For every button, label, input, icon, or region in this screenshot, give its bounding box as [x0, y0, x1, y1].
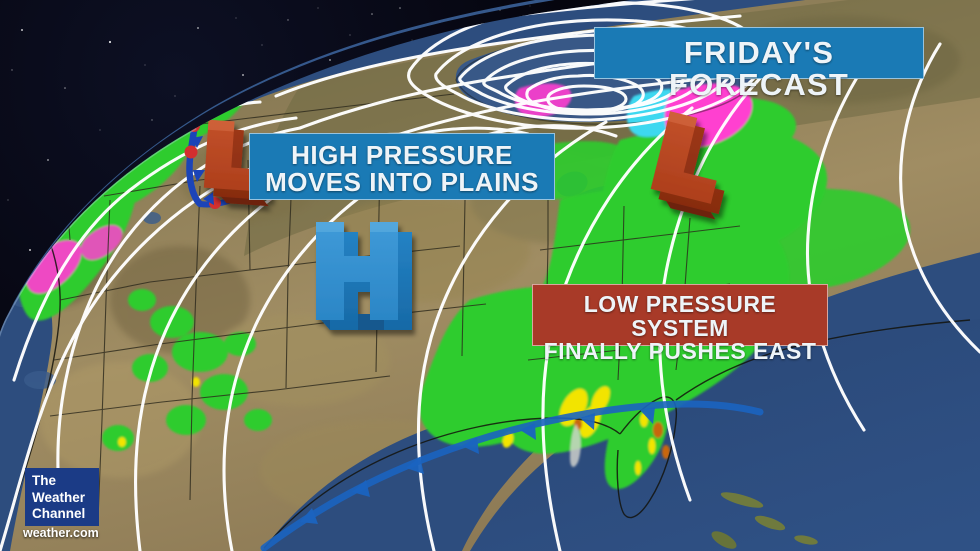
- logo-url: weather.com: [23, 526, 99, 540]
- high-pressure-line2: MOVES INTO PLAINS: [265, 166, 539, 197]
- caribbean-islands: [711, 492, 818, 549]
- logo-line-channel: Channel: [32, 506, 86, 522]
- low-pressure-symbol-east: [650, 111, 725, 220]
- the-weather-channel-logo[interactable]: The Weather Channel weather.com: [23, 468, 137, 542]
- logo-line-weather: Weather: [32, 489, 86, 505]
- friday-forecast-text: FRIDAY'S FORECAST: [668, 35, 850, 102]
- low-pressure-banner: LOW PRESSURE SYSTEM FINALLY PUSHES EAST: [532, 284, 828, 363]
- cold-front-gulf: [260, 400, 764, 551]
- low-pressure-line2: FINALLY PUSHES EAST: [543, 338, 817, 365]
- high-pressure-banner: HIGH PRESSURE MOVES INTO PLAINS: [249, 133, 555, 200]
- atlantic-ocean: [470, 318, 980, 551]
- friday-forecast-banner: FRIDAY'S FORECAST: [594, 27, 924, 100]
- high-pressure-line1: HIGH PRESSURE: [291, 140, 513, 170]
- high-pressure-symbol: [316, 222, 412, 330]
- logo-box: The Weather Channel: [25, 468, 99, 526]
- low-pressure-line1: LOW PRESSURE SYSTEM: [583, 291, 777, 341]
- logo-line-the: The: [32, 473, 57, 488]
